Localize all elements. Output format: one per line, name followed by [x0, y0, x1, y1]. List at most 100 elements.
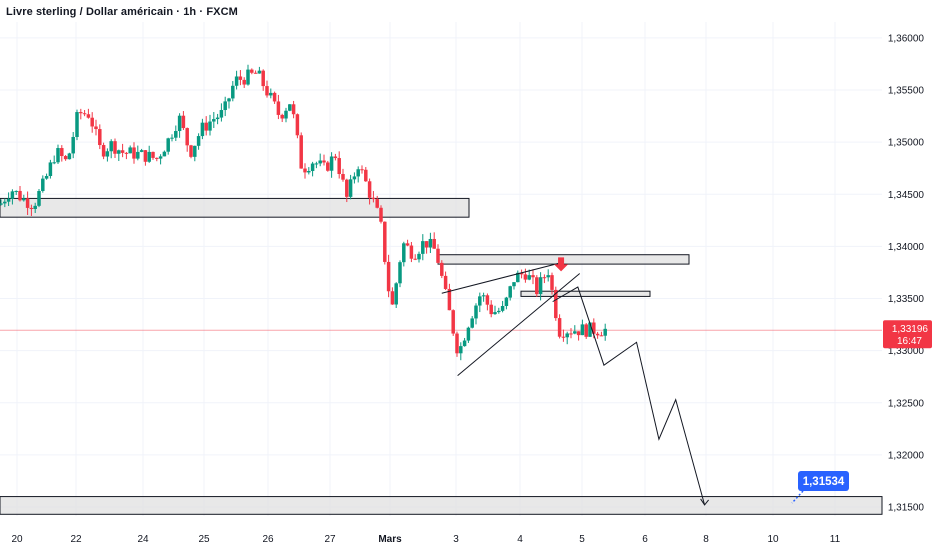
- candle-body: [322, 160, 326, 163]
- candle-body: [196, 136, 201, 146]
- candle-down: [599, 331, 604, 337]
- y-tick-label: 1,32500: [888, 398, 925, 409]
- candle-body: [565, 333, 569, 338]
- candle-body: [0, 203, 3, 205]
- candle-body: [52, 162, 56, 164]
- candle-body: [352, 176, 357, 180]
- candle-down: [98, 124, 102, 150]
- candle-up: [67, 152, 72, 160]
- candle-body: [82, 113, 87, 115]
- candle-down: [364, 166, 368, 182]
- candle-body: [117, 150, 121, 154]
- candle-up: [75, 109, 79, 141]
- candle-body: [288, 104, 292, 111]
- y-tick-label: 1,33000: [888, 346, 925, 357]
- candle-up: [105, 148, 110, 162]
- x-axis[interactable]: 20 22 24 25 26 27 Mars 3 4 5 6 8 10 11: [11, 534, 840, 545]
- candle-body: [341, 174, 345, 180]
- candle-up: [136, 145, 140, 161]
- candle-down: [151, 151, 155, 160]
- candle-body: [364, 169, 368, 182]
- candle-down: [242, 77, 246, 88]
- candle-body: [478, 296, 482, 306]
- candle-up: [158, 154, 163, 165]
- candle-down: [386, 254, 391, 298]
- candle-up: [352, 172, 357, 184]
- candle-body: [48, 162, 53, 177]
- candle-body: [284, 110, 288, 119]
- candle-up: [478, 292, 482, 313]
- candle-down: [82, 110, 87, 117]
- y-tick-label: 1,32000: [888, 450, 925, 461]
- candle-up: [48, 159, 53, 179]
- candle-up: [466, 326, 471, 343]
- candle-down: [253, 70, 258, 74]
- candle-up: [117, 149, 121, 161]
- candle-body: [409, 245, 414, 259]
- candle-up: [474, 303, 478, 325]
- x-tick-label: 10: [767, 534, 779, 545]
- candle-up: [257, 66, 262, 74]
- y-axis[interactable]: 1,36000 1,35500 1,35000 1,34500 1,34000 1,335…: [888, 33, 925, 513]
- x-tick-label: 3: [453, 534, 459, 545]
- candle-body: [527, 275, 531, 280]
- candle-down: [375, 195, 379, 209]
- candle-up: [215, 113, 220, 125]
- candle-down: [29, 204, 34, 216]
- candle-down: [261, 69, 265, 91]
- candle-body: [280, 114, 284, 119]
- candle-body: [60, 148, 64, 157]
- x-tick-label: 27: [324, 534, 336, 545]
- candle-body: [516, 272, 520, 283]
- candle-up: [269, 88, 273, 99]
- candle-body: [497, 310, 501, 313]
- candle-up: [470, 316, 474, 329]
- candle-body: [291, 104, 296, 115]
- candle-body: [474, 305, 478, 319]
- candle-up: [318, 153, 322, 167]
- x-tick-label: 11: [830, 534, 841, 545]
- candle-up: [170, 134, 174, 142]
- candle-down: [554, 286, 558, 321]
- candle-down: [250, 68, 254, 75]
- candle-body: [272, 92, 277, 102]
- candle-down: [337, 151, 341, 179]
- candle-down: [367, 178, 372, 205]
- candle-down: [341, 168, 345, 182]
- candle-body: [223, 101, 227, 111]
- candle-down: [155, 157, 159, 162]
- candle-down: [322, 154, 326, 166]
- target-zone: [0, 496, 883, 515]
- y-tick-label: 1,36000: [888, 33, 925, 44]
- candle-body: [6, 198, 11, 202]
- candle-body: [546, 275, 550, 278]
- candle-down: [379, 205, 383, 224]
- x-tick-label: 24: [137, 534, 149, 545]
- candle-body: [98, 129, 102, 146]
- y-tick-label: 1,34000: [888, 242, 925, 253]
- candle-up: [504, 296, 509, 310]
- candle-up: [44, 173, 49, 180]
- x-tick-label: 4: [517, 534, 523, 545]
- candle-body: [261, 70, 265, 87]
- y-tick-label: 1,34500: [888, 190, 925, 201]
- candle-down: [409, 241, 414, 263]
- candle-up: [139, 148, 144, 153]
- candle-up: [147, 145, 151, 163]
- candle-body: [398, 262, 402, 284]
- candle-down: [295, 113, 300, 139]
- candle-down: [303, 163, 307, 179]
- candle-body: [337, 158, 341, 175]
- candle-up: [573, 325, 577, 335]
- candle-body: [128, 147, 132, 154]
- candle-up: [314, 161, 319, 169]
- candle-down: [535, 275, 539, 297]
- candle-up: [493, 305, 497, 315]
- candle-body: [22, 198, 26, 201]
- candle-up: [227, 97, 231, 109]
- candle-body: [307, 171, 311, 173]
- candle-body: [238, 76, 243, 80]
